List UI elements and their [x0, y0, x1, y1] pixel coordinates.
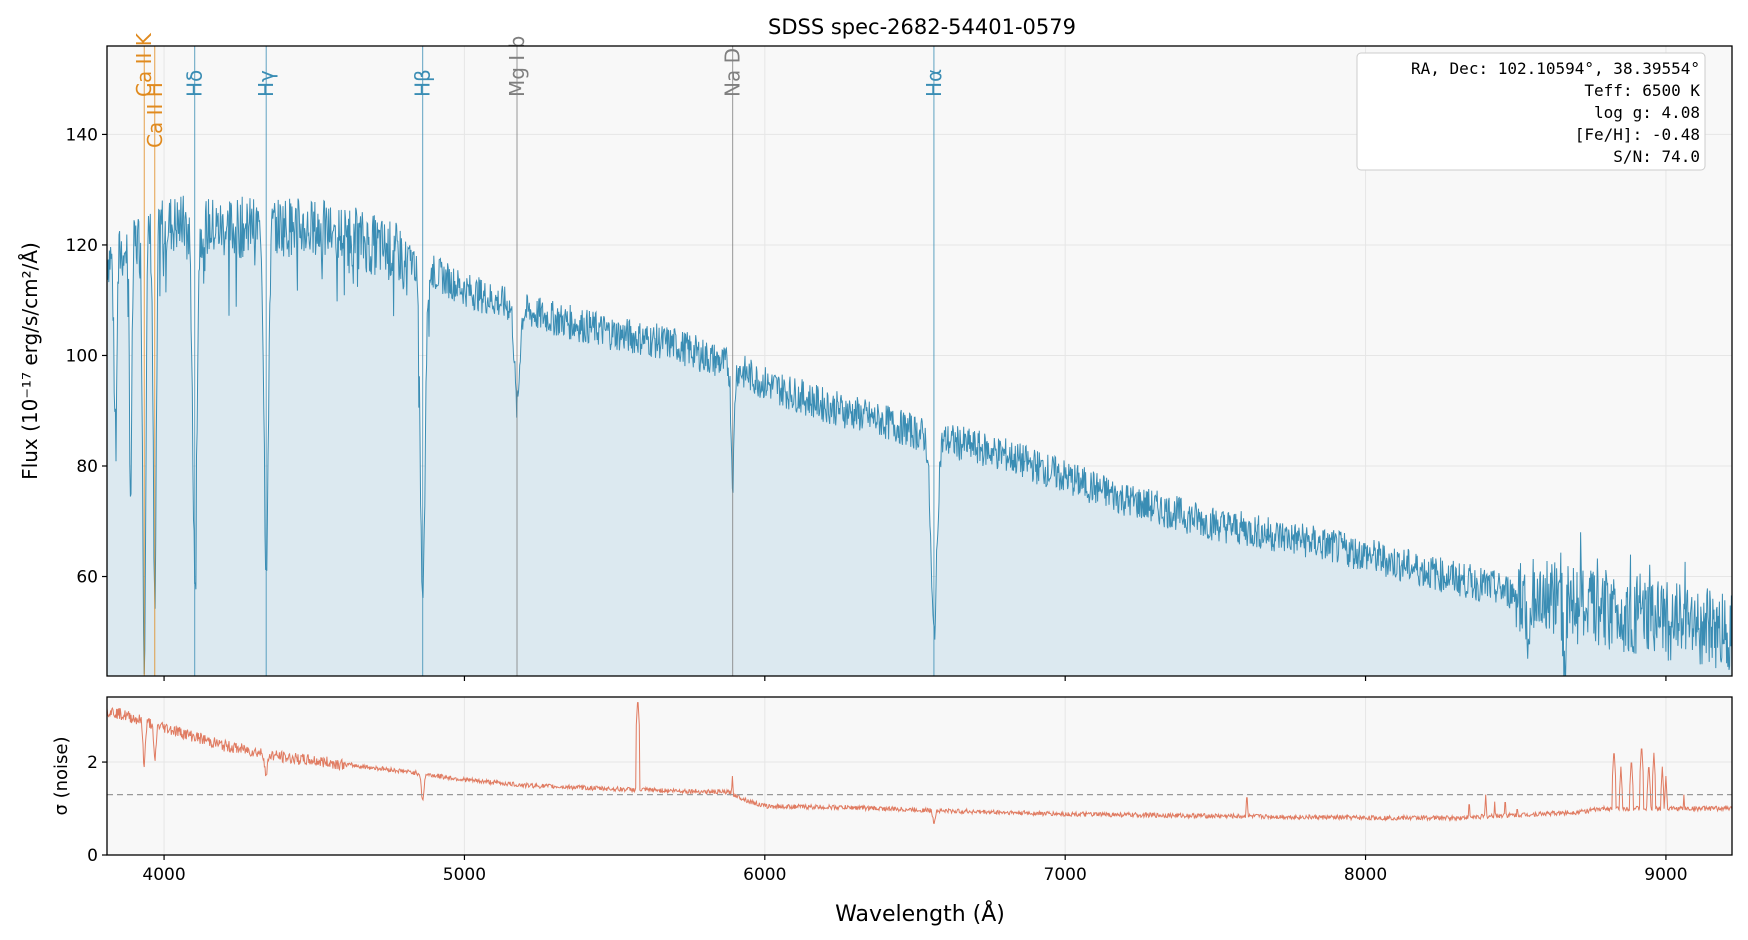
flux-x-ticks: [163, 676, 1667, 681]
noise-series: [106, 702, 1733, 825]
line-marker-label: Mg I b: [505, 36, 529, 97]
flux-plot-frame: [106, 45, 1733, 677]
x-tick-label: 8000: [1344, 865, 1387, 885]
noise-plot-frame: [106, 696, 1733, 856]
noise-y-ticks: 02: [87, 753, 107, 866]
flux-y-tick-label: 140: [66, 125, 98, 145]
line-marker-label: Hγ: [254, 70, 278, 97]
line-marker-label: Ca II K: [132, 32, 156, 97]
x-tick-label: 9000: [1644, 865, 1687, 885]
flux-y-ticks: 60 80 100 120 140: [66, 125, 107, 588]
stellar-parameters-box: RA, Dec: 102.10594°, 38.39554° Teff: 650…: [1356, 52, 1706, 171]
flux-y-tick-label: 60: [76, 568, 98, 588]
x-axis-label: Wavelength (Å): [835, 900, 1005, 927]
annotation-feh: [Fe/H]: -0.48: [1575, 125, 1700, 144]
flux-y-tick-label: 100: [66, 346, 98, 366]
x-tick-label: 4000: [142, 865, 185, 885]
x-tick-label: 5000: [443, 865, 486, 885]
noise-panel: 02 4000 5000 6000 7000 8000 9000 σ (noise) Wa…: [51, 696, 1733, 927]
flux-y-axis-label: Flux (10⁻¹⁷ erg/s/cm²/Å): [18, 242, 42, 480]
flux-y-tick-label: 80: [76, 457, 98, 477]
line-marker-label: Na D: [721, 48, 745, 97]
noise-y-tick-label: 2: [87, 753, 98, 773]
flux-spectrum-line: [106, 195, 1733, 677]
noise-spectrum-line: [106, 702, 1733, 825]
line-markers: Ca II KCa II H Hδ Hγ Hβ Mg I b Na D Hα: [132, 32, 946, 676]
annotation-snr: S/N: 74.0: [1613, 147, 1700, 166]
noise-y-tick-label: 0: [87, 846, 98, 866]
chart-title: SDSS spec-2682-54401-0579: [768, 15, 1076, 39]
line-marker-label: Hδ: [183, 70, 207, 97]
line-marker-label: Ca II H: [143, 82, 167, 148]
x-tick-label: 6000: [743, 865, 786, 885]
flux-y-tick-label: 120: [66, 236, 98, 256]
annotation-logg: log g: 4.08: [1594, 103, 1700, 122]
annotation-teff: Teff: 6500 K: [1584, 81, 1700, 100]
annotation-radec: RA, Dec: 102.10594°, 38.39554°: [1411, 59, 1700, 78]
noise-x-ticks: 4000 5000 6000 7000 8000 9000: [142, 855, 1688, 885]
noise-y-axis-label: σ (noise): [51, 736, 72, 815]
annotation-box: [1356, 52, 1706, 171]
line-marker-label: Hβ: [411, 69, 435, 97]
flux-series: [106, 195, 1733, 677]
line-marker-label: Hα: [922, 69, 946, 97]
x-tick-label: 7000: [1044, 865, 1087, 885]
flux-panel: Ca II KCa II H Hδ Hγ Hβ Mg I b Na D Hα 60 80 100…: [18, 32, 1733, 681]
noise-plot-area: [107, 697, 1732, 855]
